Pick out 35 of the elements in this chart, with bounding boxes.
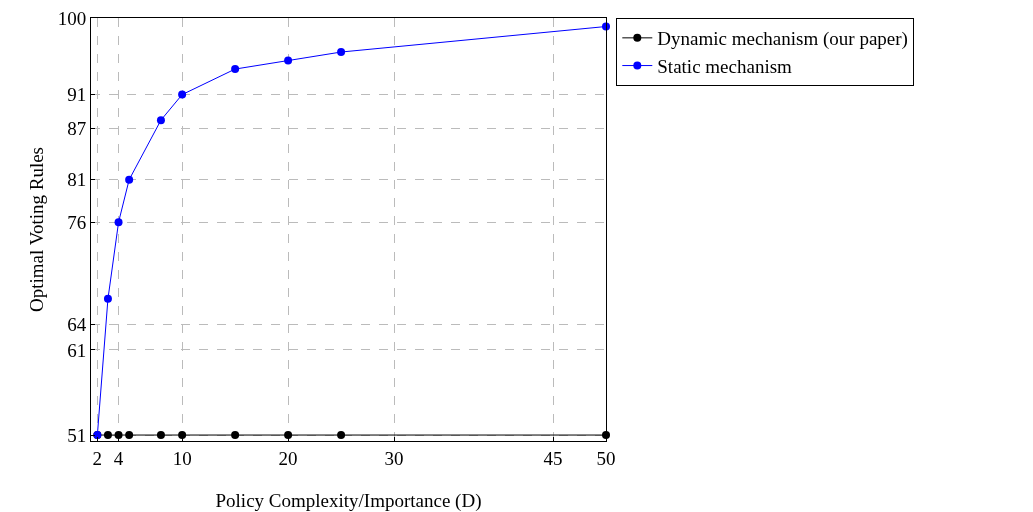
- y-tick-label: 100: [57, 7, 87, 29]
- point: [125, 431, 134, 440]
- point: [231, 431, 240, 440]
- x-tick-label: 45: [543, 447, 563, 469]
- x-tick-label: 2: [92, 447, 103, 469]
- point: [156, 116, 165, 125]
- legend-label: Dynamic mechanism (our paper): [657, 28, 908, 51]
- y-tick-label: 76: [67, 211, 87, 233]
- y-tick-label: 64: [67, 314, 87, 336]
- x-tick-label: 50: [596, 447, 616, 469]
- point: [284, 56, 293, 65]
- y-axis-title: Optimal Voting Rules: [26, 146, 47, 313]
- point: [284, 431, 293, 440]
- point: [231, 65, 240, 74]
- x-tick-label: 10: [172, 447, 192, 469]
- point: [178, 431, 187, 440]
- point: [114, 431, 123, 440]
- point: [156, 431, 165, 440]
- point: [103, 431, 112, 440]
- y-tick-label: 91: [67, 84, 87, 106]
- x-tick-label: 30: [384, 447, 404, 469]
- y-tick-label: 51: [67, 424, 87, 446]
- point: [178, 90, 187, 99]
- point: [125, 175, 134, 184]
- y-tick-label: 61: [67, 339, 87, 361]
- legend-label: Static mechanism: [657, 55, 793, 77]
- point: [114, 218, 123, 227]
- point: [103, 294, 112, 303]
- point: [337, 431, 346, 440]
- y-tick-label: 81: [67, 169, 87, 191]
- x-axis-title: Policy Complexity/Importance (D): [215, 490, 482, 512]
- y-tick-label: 87: [67, 118, 87, 140]
- x-tick-label: 4: [113, 447, 124, 469]
- point: [337, 48, 346, 57]
- x-tick-label: 20: [278, 447, 298, 469]
